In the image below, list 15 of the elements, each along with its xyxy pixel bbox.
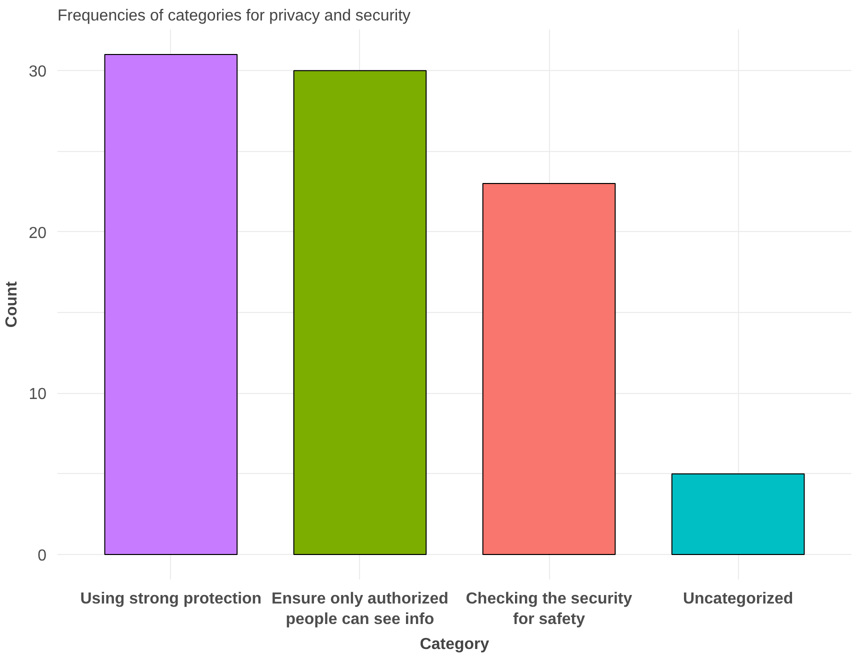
chart-title: Frequencies of categories for privacy and security bbox=[58, 8, 411, 24]
bar bbox=[482, 183, 616, 555]
y-tick-label: 20 bbox=[28, 224, 47, 242]
x-tick-label: Uncategorized bbox=[682, 590, 794, 608]
y-axis-title: Count bbox=[4, 280, 21, 328]
x-tick-label: Using strong protection bbox=[80, 590, 262, 608]
bar bbox=[671, 473, 805, 555]
bar bbox=[104, 54, 238, 555]
y-tick-label: 10 bbox=[28, 386, 47, 404]
x-axis-title: Category bbox=[420, 636, 490, 653]
x-tick-label: Checking the security for safety bbox=[466, 590, 632, 628]
bar bbox=[293, 70, 427, 555]
x-tick-label: Ensure only authorized people can see info bbox=[272, 590, 448, 628]
y-tick-label: 30 bbox=[28, 64, 47, 81]
y-tick-label: 0 bbox=[38, 548, 47, 564]
